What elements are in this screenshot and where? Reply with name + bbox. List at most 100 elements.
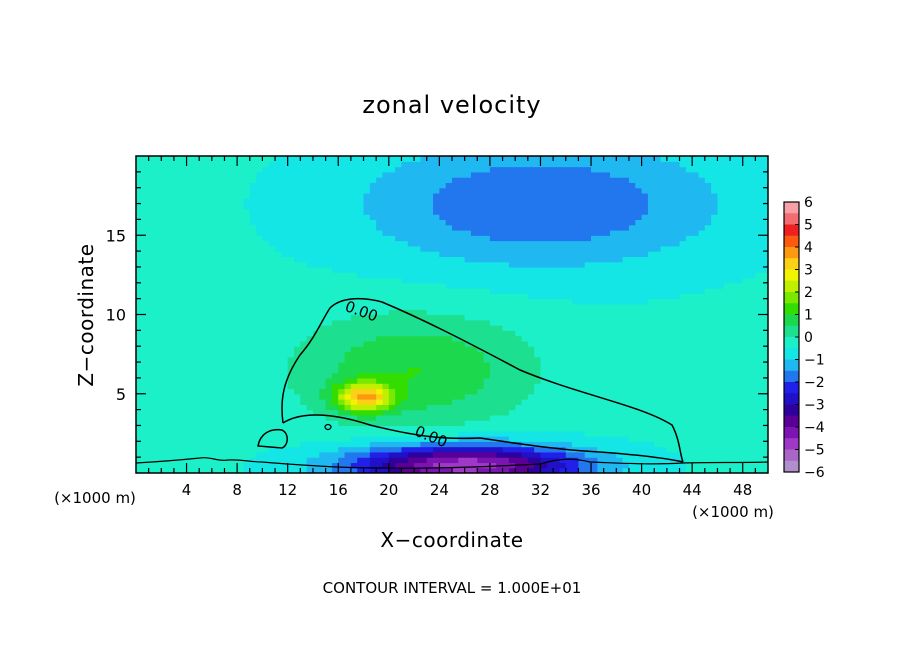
field-cell <box>458 340 466 347</box>
field-cell <box>603 362 611 368</box>
field-cell <box>578 372 586 379</box>
field-cell <box>243 266 251 273</box>
field-cell <box>489 404 497 411</box>
field-cell <box>698 414 706 421</box>
field-cell <box>420 245 428 252</box>
field-cell <box>591 430 598 437</box>
field-cell <box>647 404 655 411</box>
field-cell <box>685 462 693 469</box>
field-cell <box>736 256 744 263</box>
field-cell <box>521 436 529 442</box>
field-cell <box>237 319 245 326</box>
field-cell <box>679 240 687 247</box>
field-cell <box>224 208 232 215</box>
field-cell <box>268 441 276 448</box>
field-cell <box>534 208 542 215</box>
field-cell <box>723 362 731 368</box>
field-cell <box>483 467 491 473</box>
field-cell <box>584 214 592 220</box>
field-cell <box>717 362 725 368</box>
field-cell <box>464 430 472 437</box>
field-cell <box>243 298 251 305</box>
field-cell <box>180 288 188 294</box>
field-cell <box>647 451 655 458</box>
field-cell <box>433 420 440 427</box>
field-cell <box>622 235 630 242</box>
field-cell <box>154 245 162 252</box>
field-cell <box>205 367 213 374</box>
field-cell <box>306 303 314 310</box>
field-cell <box>521 399 529 405</box>
field-cell <box>464 256 472 263</box>
field-cell <box>546 409 554 416</box>
field-cell <box>344 372 352 379</box>
field-cell <box>515 356 523 363</box>
field-cell <box>357 256 365 263</box>
field-cell <box>502 441 510 448</box>
field-cell <box>711 251 719 257</box>
field-cell <box>666 399 674 405</box>
field-cell <box>603 309 611 316</box>
field-cell <box>679 219 687 226</box>
field-cell <box>685 266 693 273</box>
field-cell <box>344 340 352 347</box>
field-cell <box>230 420 238 427</box>
field-cell <box>142 356 150 363</box>
field-cell <box>357 335 365 342</box>
field-cell <box>603 340 611 347</box>
field-cell <box>521 367 529 374</box>
field-cell <box>205 224 213 231</box>
field-cell <box>603 251 611 257</box>
field-cell <box>350 282 358 289</box>
field-cell <box>350 303 358 310</box>
field-cell <box>218 404 226 411</box>
field-cell <box>483 303 491 310</box>
field-cell <box>439 219 447 226</box>
field-cell <box>597 229 605 236</box>
field-cell <box>312 214 320 220</box>
field-cell <box>382 335 390 342</box>
field-cell <box>761 251 768 257</box>
field-cell <box>736 303 744 310</box>
field-cell <box>723 251 731 257</box>
field-cell <box>730 251 737 257</box>
field-cell <box>540 325 548 331</box>
field-cell <box>496 298 504 305</box>
field-cell <box>388 457 396 464</box>
field-cell <box>483 214 491 220</box>
field-cell <box>192 409 200 416</box>
field-cell <box>281 462 289 469</box>
field-cell <box>388 367 396 374</box>
field-cell <box>363 340 371 347</box>
field-cell <box>401 404 409 411</box>
field-cell <box>363 282 371 289</box>
field-cell <box>464 446 472 453</box>
field-cell <box>477 277 485 284</box>
field-cell <box>603 240 611 247</box>
field-cell <box>660 462 668 469</box>
field-cell <box>249 298 257 305</box>
field-cell <box>723 367 731 374</box>
field-cell <box>704 393 712 400</box>
field-cell <box>211 325 219 331</box>
field-cell <box>692 399 700 405</box>
field-cell <box>610 272 617 279</box>
field-cell <box>584 388 592 395</box>
field-cell <box>584 224 592 231</box>
field-cell <box>331 441 339 448</box>
field-cell <box>578 272 586 279</box>
field-cell <box>742 340 750 347</box>
field-cell <box>180 393 188 400</box>
field-cell <box>742 251 750 257</box>
field-cell <box>414 335 421 342</box>
field-cell <box>597 298 605 305</box>
field-cell <box>325 425 333 432</box>
field-cell <box>565 309 573 316</box>
field-cell <box>256 256 263 263</box>
field-cell <box>312 319 320 326</box>
field-cell <box>262 229 270 236</box>
field-cell <box>679 367 687 374</box>
field-cell <box>205 208 213 215</box>
field-cell <box>470 414 478 421</box>
field-cell <box>559 335 567 342</box>
